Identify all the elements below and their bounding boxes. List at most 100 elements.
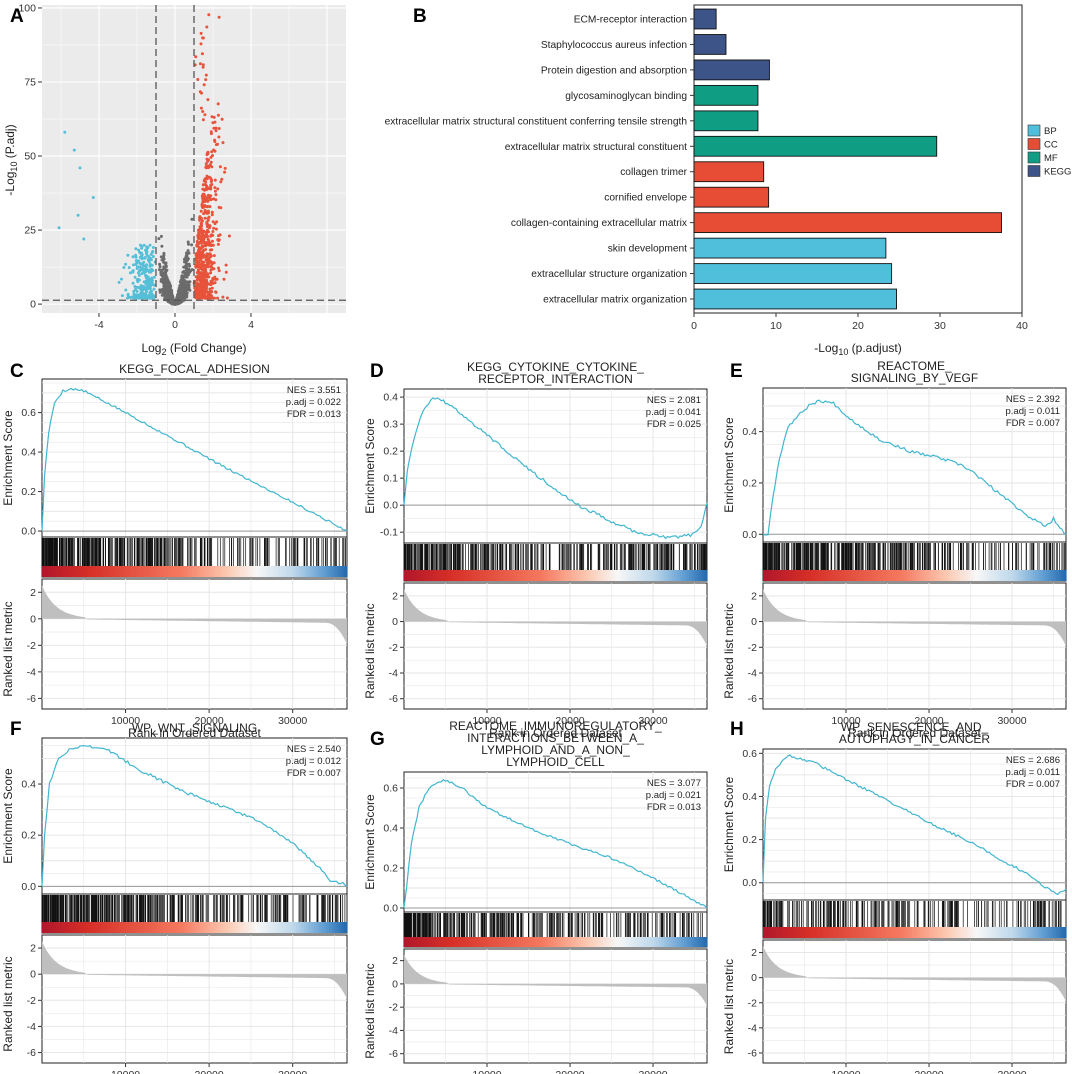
volcano-plot: A -4 0 4 0 25 50 75 100 Log2 (Fold Change) -Log… — [3, 2, 346, 357]
volcano-point — [211, 239, 214, 243]
volcano-x-tick-label: -4 — [94, 319, 103, 331]
volcano-point — [209, 184, 213, 188]
volcano-point — [205, 174, 209, 178]
legend-swatch-kegg — [1027, 165, 1041, 177]
es-y-tick-label: 0.0 — [383, 903, 398, 915]
volcano-point — [198, 225, 202, 229]
bar-8 — [693, 186, 770, 208]
gsea-title-line: KEGG_FOCAL_ADHESION — [119, 362, 270, 376]
es-y-tick-label: 0.4 — [21, 779, 36, 791]
volcano-point — [201, 261, 205, 265]
volcano-point — [160, 288, 164, 292]
es-y-tick-label: 0.1 — [383, 473, 398, 485]
volcano-point — [152, 275, 156, 279]
volcano-point — [214, 290, 218, 294]
panel-label-e: E — [730, 361, 743, 382]
volcano-point — [204, 248, 208, 251]
volcano-point — [216, 113, 220, 117]
volcano-point — [195, 244, 199, 248]
volcano-point — [211, 278, 215, 282]
volcano-point — [204, 180, 208, 184]
volcano-point — [203, 113, 207, 117]
volcano-point — [158, 268, 161, 272]
bar-x-tick-label: 0 — [691, 320, 697, 332]
volcano-point — [140, 268, 144, 272]
volcano-point — [144, 275, 148, 279]
volcano-point — [126, 253, 130, 257]
volcano-point — [217, 266, 220, 270]
stat-nes: NES = 2.540 — [287, 744, 341, 755]
volcano-point — [148, 281, 152, 285]
volcano-point — [214, 143, 218, 147]
volcano-point — [143, 256, 147, 259]
volcano-point — [165, 268, 169, 272]
volcano-point — [182, 279, 186, 283]
volcano-point — [157, 237, 161, 241]
volcano-y-tick-label: 75 — [24, 77, 36, 89]
volcano-point — [190, 217, 194, 221]
rank-y-tick-label: -6 — [27, 693, 36, 705]
rank-colour-segment — [344, 566, 348, 577]
volcano-point — [185, 266, 189, 270]
bar-5 — [693, 110, 759, 132]
volcano-point — [139, 243, 142, 247]
volcano-point — [174, 300, 178, 304]
volcano-point — [149, 257, 153, 260]
volcano-grid — [42, 5, 346, 313]
rank-y-tick-label: -4 — [748, 668, 757, 680]
volcano-point — [196, 78, 200, 81]
es-y-axis-title: Enrichment Score — [1, 410, 15, 506]
volcano-point — [213, 178, 217, 182]
volcano-point — [196, 288, 200, 292]
gsea-title-line: RECEPTOR_INTERACTION — [478, 372, 632, 386]
volcano-point — [131, 255, 135, 259]
volcano-point — [200, 278, 204, 282]
volcano-point — [145, 247, 149, 251]
volcano-point — [166, 283, 170, 287]
volcano-point — [180, 280, 184, 284]
enrichment-bar-chart: B ECM-receptor interaction Staphylococcus… — [385, 4, 1071, 357]
volcano-x-tick-label: 4 — [248, 319, 254, 331]
volcano-point — [210, 286, 214, 290]
volcano-points — [57, 13, 231, 306]
rank-colour-segment — [344, 922, 348, 933]
panel-label-a: A — [10, 6, 24, 27]
bar-category-label: skin development — [608, 244, 687, 255]
volcano-point — [203, 288, 206, 292]
volcano-point — [223, 166, 227, 170]
volcano-point — [201, 187, 205, 191]
volcano-point — [206, 98, 210, 102]
stat-fdr: FDR = 0.013 — [287, 409, 341, 420]
volcano-point — [125, 296, 129, 300]
volcano-point — [216, 102, 220, 106]
rank-x-tick-label: 10000 — [111, 1069, 140, 1074]
gsea-panel-d: D KEGG_CYTOKINE_CYTOKINE_RECEPTOR_INTERAC… — [363, 360, 708, 740]
volcano-point — [205, 275, 209, 279]
volcano-point — [183, 275, 187, 279]
stat-fdr: FDR = 0.013 — [647, 802, 701, 813]
volcano-point — [201, 219, 204, 223]
volcano-point — [216, 296, 219, 300]
volcano-point — [197, 286, 201, 290]
volcano-point — [197, 295, 201, 299]
volcano-point — [152, 287, 156, 291]
volcano-point — [159, 255, 163, 259]
volcano-point — [185, 291, 189, 295]
volcano-point — [184, 257, 188, 261]
volcano-point — [206, 217, 210, 220]
gsea-title-line: SIGNALING_BY_VEGF — [851, 371, 978, 385]
rank-y-tick-label: 2 — [30, 587, 36, 599]
volcano-point — [207, 230, 210, 234]
volcano-point — [203, 241, 206, 245]
volcano-point — [205, 222, 209, 226]
volcano-point — [206, 159, 210, 163]
volcano-point — [180, 291, 184, 295]
volcano-point — [164, 294, 168, 298]
volcano-point — [189, 269, 193, 273]
volcano-point — [202, 83, 206, 87]
stat-fdr: FDR = 0.025 — [647, 419, 701, 430]
volcano-point — [159, 234, 163, 238]
volcano-point — [207, 13, 211, 17]
es-y-tick-label: -0.1 — [380, 527, 398, 539]
volcano-point — [214, 193, 218, 197]
